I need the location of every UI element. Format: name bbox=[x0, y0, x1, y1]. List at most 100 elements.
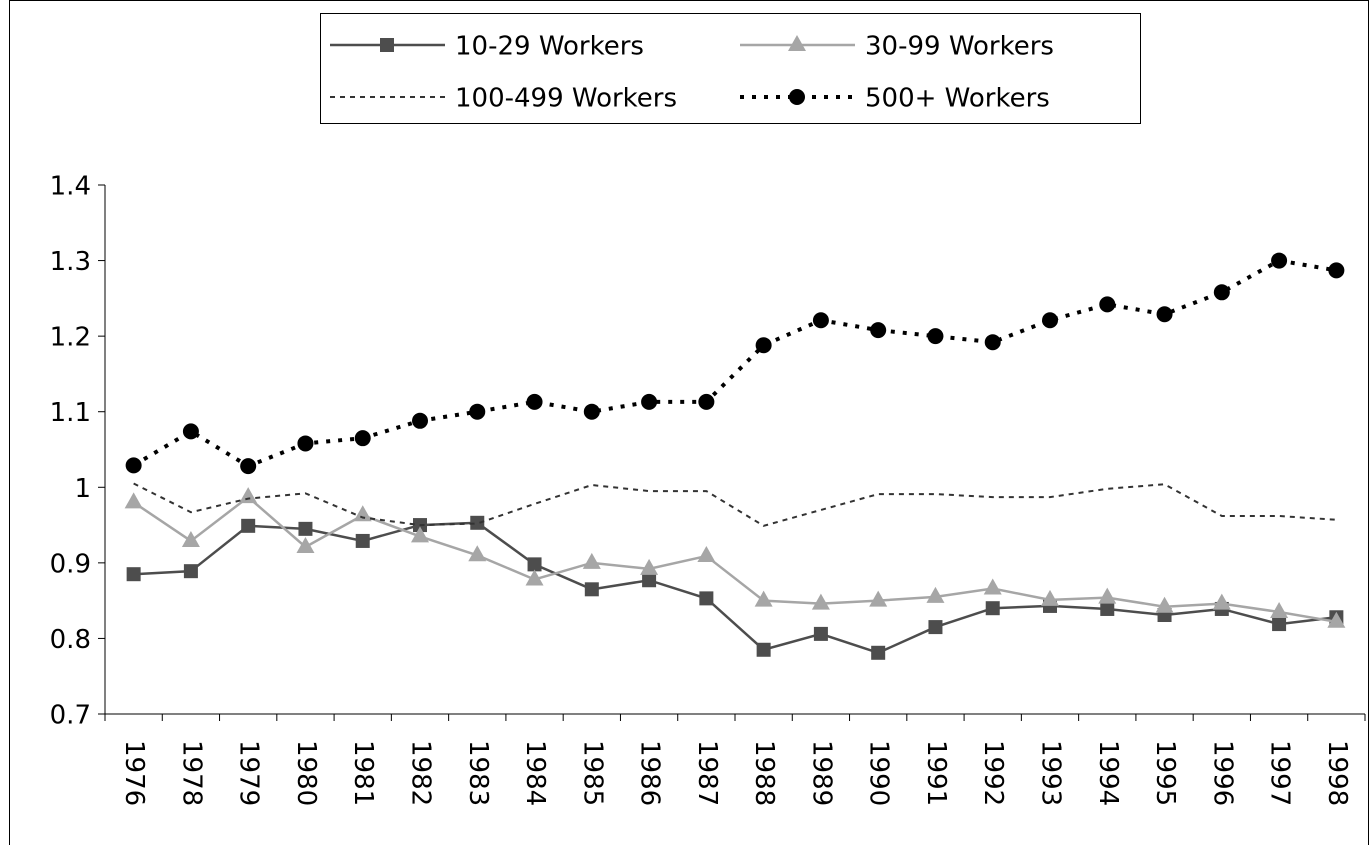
marker bbox=[354, 430, 371, 447]
legend-marker bbox=[788, 35, 806, 51]
x-tick-label: 1981 bbox=[348, 740, 378, 806]
marker bbox=[296, 536, 315, 553]
marker bbox=[526, 393, 543, 410]
x-tick-label: 1976 bbox=[119, 740, 149, 806]
marker bbox=[1271, 252, 1288, 269]
x-tick-label: 1994 bbox=[1093, 740, 1123, 806]
marker bbox=[124, 492, 143, 509]
marker bbox=[125, 457, 142, 474]
marker bbox=[527, 557, 542, 572]
marker bbox=[240, 458, 257, 475]
marker bbox=[355, 533, 370, 548]
y-tick-label: 1.3 bbox=[50, 247, 91, 277]
marker bbox=[1155, 596, 1174, 613]
marker bbox=[869, 590, 888, 607]
series-line bbox=[132, 495, 1337, 624]
y-tick-label: 1.4 bbox=[50, 172, 91, 202]
x-tick-label: 1987 bbox=[692, 740, 722, 806]
x-tick-label: 1996 bbox=[1207, 740, 1237, 806]
x-tick-label: 1990 bbox=[864, 740, 894, 806]
legend-marker bbox=[380, 38, 394, 52]
marker bbox=[812, 312, 829, 329]
marker bbox=[1156, 306, 1173, 323]
marker bbox=[468, 545, 487, 562]
y-tick-label: 0.8 bbox=[50, 625, 91, 655]
marker bbox=[813, 626, 828, 641]
legend-marker bbox=[789, 89, 805, 105]
x-tick-label: 1997 bbox=[1265, 740, 1295, 806]
x-tick-label: 1982 bbox=[406, 740, 436, 806]
legend-box bbox=[320, 13, 1141, 124]
marker bbox=[641, 393, 658, 410]
marker bbox=[470, 515, 485, 530]
marker bbox=[870, 322, 887, 339]
marker bbox=[1099, 296, 1116, 313]
marker bbox=[1042, 312, 1058, 329]
marker bbox=[1327, 611, 1346, 628]
x-tick-label: 1985 bbox=[577, 740, 607, 806]
legend-label: 100-499 Workers bbox=[455, 84, 677, 114]
marker bbox=[1272, 617, 1287, 632]
marker bbox=[1041, 589, 1059, 606]
marker bbox=[755, 337, 772, 354]
marker bbox=[928, 620, 943, 635]
marker bbox=[126, 567, 141, 582]
marker bbox=[181, 530, 200, 547]
marker bbox=[642, 573, 657, 588]
x-tick-label: 1986 bbox=[635, 740, 665, 806]
marker bbox=[297, 435, 314, 452]
legend-label: 500+ Workers bbox=[865, 84, 1050, 114]
marker bbox=[697, 546, 716, 563]
x-tick-label: 1988 bbox=[749, 740, 779, 806]
legend-label: 30-99 Workers bbox=[865, 32, 1054, 62]
x-tick-label: 1989 bbox=[806, 740, 836, 806]
x-tick-label: 1979 bbox=[234, 740, 264, 806]
marker bbox=[1100, 601, 1115, 616]
marker bbox=[1212, 593, 1231, 610]
y-tick-label: 0.7 bbox=[50, 701, 91, 731]
x-tick-label: 1984 bbox=[520, 740, 550, 806]
marker bbox=[1270, 601, 1289, 618]
marker bbox=[811, 593, 830, 610]
marker bbox=[985, 601, 1000, 616]
y-tick-label: 0.9 bbox=[50, 549, 91, 579]
y-tick-label: 1.2 bbox=[50, 323, 91, 353]
marker bbox=[699, 591, 714, 606]
marker bbox=[756, 642, 771, 657]
legend-label: 10-29 Workers bbox=[455, 32, 644, 62]
x-tick-label: 1998 bbox=[1322, 740, 1352, 806]
marker bbox=[411, 526, 429, 543]
marker bbox=[298, 521, 313, 536]
marker bbox=[984, 334, 1001, 351]
x-tick-label: 1991 bbox=[921, 740, 951, 806]
series-line bbox=[132, 258, 1337, 469]
y-tick-label: 1 bbox=[74, 474, 91, 504]
marker bbox=[583, 403, 600, 420]
marker bbox=[926, 586, 945, 603]
x-tick-label: 1993 bbox=[1036, 740, 1066, 806]
marker bbox=[469, 403, 486, 420]
marker bbox=[183, 564, 198, 579]
marker bbox=[584, 582, 599, 597]
x-tick-label: 1992 bbox=[978, 740, 1008, 806]
marker bbox=[412, 412, 428, 429]
series-line bbox=[133, 521, 1337, 655]
marker bbox=[640, 558, 659, 575]
x-tick-label: 1980 bbox=[291, 740, 321, 806]
marker bbox=[525, 569, 544, 586]
marker bbox=[241, 518, 256, 533]
marker bbox=[1328, 262, 1345, 279]
marker bbox=[182, 423, 199, 440]
marker bbox=[871, 645, 886, 660]
marker bbox=[754, 590, 773, 607]
y-tick-label: 1.1 bbox=[50, 398, 91, 428]
marker bbox=[239, 487, 258, 504]
marker bbox=[927, 328, 944, 345]
frame bbox=[9, 0, 1369, 845]
marker bbox=[698, 393, 715, 410]
marker bbox=[983, 578, 1002, 595]
x-tick-label: 1995 bbox=[1150, 740, 1180, 806]
x-tick-label: 1978 bbox=[176, 740, 206, 806]
marker bbox=[353, 505, 372, 522]
